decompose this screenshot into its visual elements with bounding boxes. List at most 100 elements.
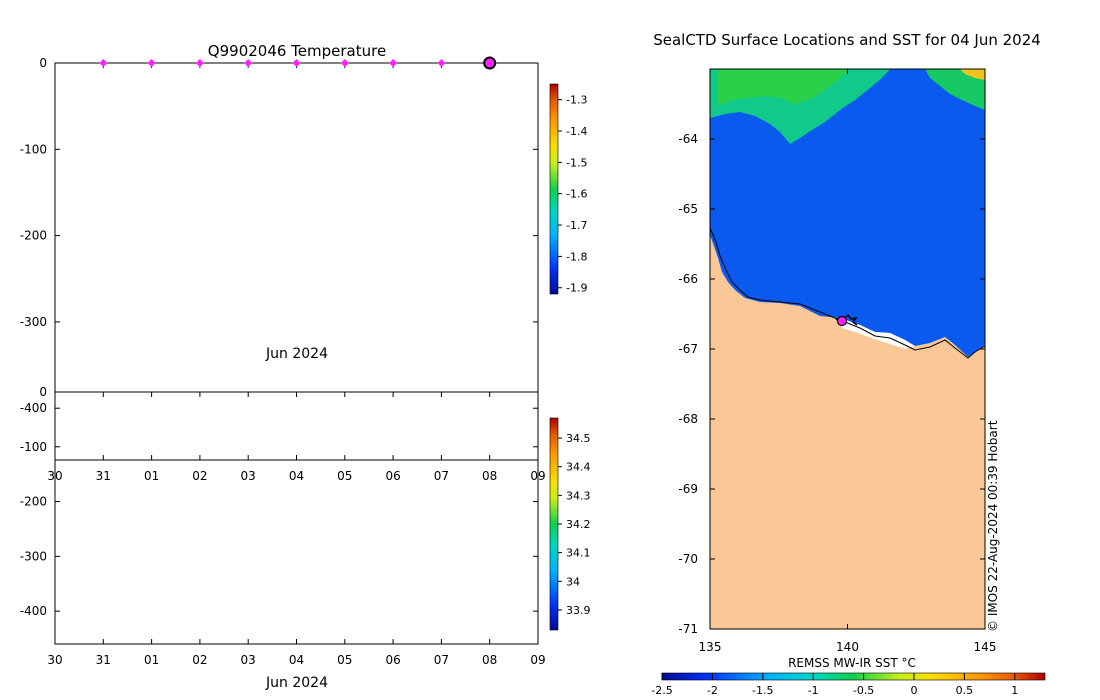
map-y-ticks: -64 -65 -66 -67 -68 -69 -70 -71 <box>678 132 985 636</box>
map-y-tick-label: -71 <box>678 622 698 636</box>
x-tick-label: 04 <box>289 653 304 667</box>
sst-colorbar <box>661 672 1046 681</box>
surface-marker <box>147 59 156 67</box>
sst-colorbar-label: REMSS MW-IR SST °C <box>788 656 916 670</box>
x-tick-label: 09 <box>530 653 545 667</box>
colorbar-tick-label: -1.9 <box>566 282 587 295</box>
temperature-x-ticks: 30 31 01 02 03 04 05 06 07 08 09 <box>47 63 546 483</box>
sst-colorbar-tick-label: -0.5 <box>853 684 874 697</box>
x-tick-label: 08 <box>482 653 497 667</box>
x-tick-label: 01 <box>144 469 159 483</box>
colorbar-tick-label: 34.1 <box>566 547 591 560</box>
sst-colorbar-ticks: -2.5 -2 -1.5 -1 -0.5 0 0.5 1 <box>651 673 1018 697</box>
imos-credit: © IMOS 22-Aug-2024 00:39 Hobart <box>986 420 1000 632</box>
y-tick-label: 0 <box>39 56 47 70</box>
sst-colorbar-tick-label: -2.5 <box>651 684 672 697</box>
colorbar-tick-label: -1.7 <box>566 219 587 232</box>
colorbar-tick-label: 34.5 <box>566 432 591 445</box>
map-y-tick-label: -67 <box>678 342 698 356</box>
open-ocean-sst <box>710 69 985 357</box>
colorbar-tick-label: 34.3 <box>566 489 591 502</box>
salinity-colorbar <box>549 417 559 631</box>
surface-marker <box>244 59 253 67</box>
temperature-xlabel: Jun 2024 <box>265 346 328 362</box>
x-tick-label: 03 <box>241 653 256 667</box>
map-title: SealCTD Surface Locations and SST for 04… <box>653 31 1041 49</box>
salinity-axes-frame <box>54 391 539 645</box>
temperature-y-ticks: 0 -100 -200 -300 -400 <box>20 56 538 415</box>
sst-map-panel: SealCTD Surface Locations and SST for 04… <box>651 31 1046 697</box>
y-tick-label: -100 <box>20 142 47 156</box>
surface-location-marker <box>836 315 848 327</box>
x-tick-label: 04 <box>289 469 304 483</box>
sst-colorbar-tick-label: 0 <box>910 684 917 697</box>
y-tick-label: -400 <box>20 604 47 618</box>
colorbar-tick-label: -1.5 <box>566 156 587 169</box>
map-x-ticks: 135 140 145 <box>699 69 997 654</box>
temperature-title: Q9902046 Temperature <box>208 42 386 60</box>
x-tick-label: 06 <box>385 653 400 667</box>
salinity-panel: 30 31 01 02 03 04 05 06 07 08 09 0 -100 -200 -300 -400… <box>20 385 591 691</box>
x-tick-label: 07 <box>434 653 449 667</box>
sst-colorbar-tick-label: -1 <box>808 684 819 697</box>
sst-colorbar-tick-label: 1 <box>1011 684 1018 697</box>
surface-marker <box>437 59 446 67</box>
x-tick-label: 31 <box>96 653 111 667</box>
x-tick-label: 06 <box>385 469 400 483</box>
surface-marker <box>292 59 301 67</box>
surface-marker <box>195 59 204 67</box>
colorbar-tick-label: 34.4 <box>566 461 591 474</box>
map-x-tick-label: 140 <box>836 640 859 654</box>
colorbar-tick-label: -1.4 <box>566 125 587 138</box>
x-tick-label: 07 <box>434 469 449 483</box>
colorbar-tick-label: 34.2 <box>566 518 591 531</box>
map-y-tick-label: -64 <box>678 132 698 146</box>
colorbar-tick-label: 33.9 <box>566 604 591 617</box>
map-x-tick-label: 145 <box>974 640 997 654</box>
coastal-sst-patch-west-inner <box>718 69 850 106</box>
y-tick-label: -400 <box>20 401 47 415</box>
y-tick-label: -100 <box>20 440 47 454</box>
temperature-colorbar-ticks: -1.3 -1.4 -1.5 -1.6 -1.7 -1.8 -1.9 <box>558 94 587 295</box>
colorbar-tick-label: -1.8 <box>566 250 587 263</box>
salinity-x-ticks: 30 31 01 02 03 04 05 06 07 08 09 <box>47 392 546 667</box>
current-surface-marker <box>483 56 497 70</box>
sst-colorbar-tick-label: -2 <box>707 684 718 697</box>
surface-marker <box>340 59 349 67</box>
salinity-colorbar-ticks: 34.5 34.4 34.3 34.2 34.1 34 33.9 <box>558 432 591 617</box>
colorbar-tick-label: -1.3 <box>566 94 587 107</box>
map-y-tick-label: -69 <box>678 482 698 496</box>
coastal-sst-patch-east-warm <box>960 69 985 80</box>
map-y-tick-label: -70 <box>678 552 698 566</box>
map-area <box>710 69 985 629</box>
y-tick-label: -200 <box>20 229 47 243</box>
surface-marker <box>389 59 398 67</box>
colorbar-tick-label: -1.6 <box>566 188 587 201</box>
x-tick-label: 05 <box>337 653 352 667</box>
x-tick-label: 05 <box>337 469 352 483</box>
x-tick-label: 03 <box>241 469 256 483</box>
y-tick-label: 0 <box>39 385 47 399</box>
x-tick-label: 31 <box>96 469 111 483</box>
salinity-y-ticks: 0 -100 -200 -300 -400 <box>20 385 538 618</box>
y-tick-label: -300 <box>20 549 47 563</box>
x-tick-label: 30 <box>47 653 62 667</box>
coastal-sst-patch-east <box>925 69 985 110</box>
temperature-colorbar <box>549 83 559 295</box>
map-y-tick-label: -68 <box>678 412 698 426</box>
colorbar-tick-label: 34 <box>566 575 580 588</box>
temperature-axes-frame <box>54 62 539 461</box>
y-tick-label: -200 <box>20 495 47 509</box>
sst-colorbar-tick-label: -1.5 <box>752 684 773 697</box>
y-tick-label: -300 <box>20 315 47 329</box>
x-tick-label: 02 <box>192 469 207 483</box>
temperature-panel: Q9902046 Temperature 30 31 01 02 03 04 05 06 07 0… <box>20 42 588 483</box>
map-x-tick-label: 135 <box>699 640 722 654</box>
salinity-xlabel: Jun 2024 <box>265 675 328 691</box>
surface-marker <box>99 59 108 67</box>
x-tick-label: 01 <box>144 653 159 667</box>
x-tick-label: 08 <box>482 469 497 483</box>
map-y-tick-label: -65 <box>678 202 698 216</box>
sst-colorbar-tick-label: 0.5 <box>956 684 974 697</box>
